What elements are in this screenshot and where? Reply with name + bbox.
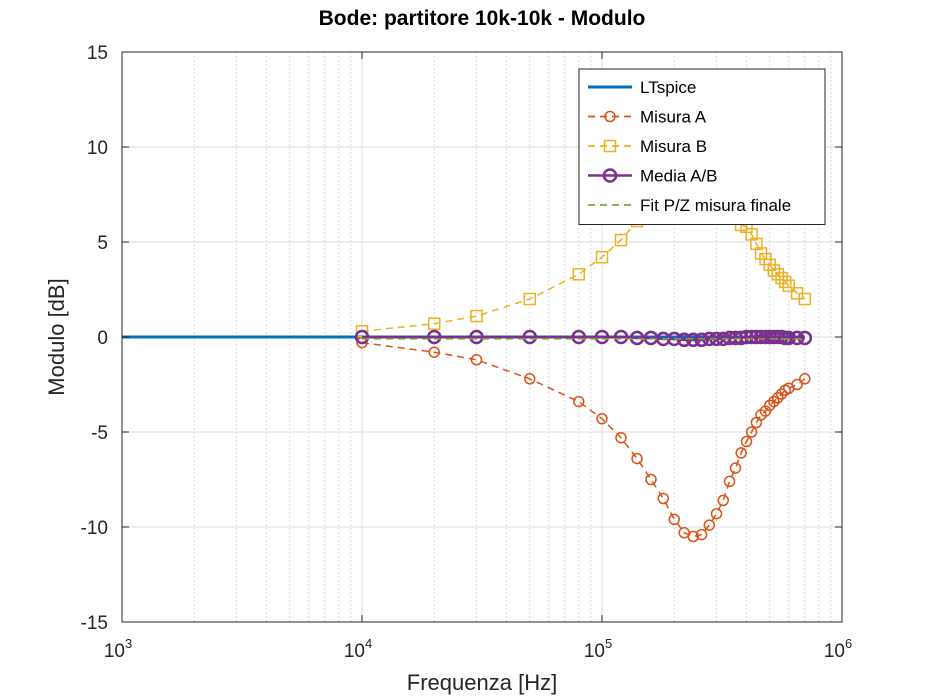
legend-label: Misura A (640, 108, 707, 127)
data-point (428, 346, 440, 358)
data-point (685, 332, 701, 348)
data-point (427, 317, 441, 330)
data-point (703, 519, 716, 531)
data-point (749, 329, 764, 345)
y-tick-label: 5 (97, 233, 108, 254)
data-point (572, 395, 585, 408)
data-point (522, 329, 538, 345)
legend-label: Misura B (640, 137, 707, 156)
axis-ticks: 103 104 105 106 -15 -10 -5 0 5 10 15 (81, 43, 853, 662)
legend-label: Fit P/Z misura finale (640, 196, 791, 215)
x-tick-label: 104 (344, 636, 372, 662)
data-point (687, 530, 700, 543)
x-axis-label: Frequenza [Hz] (407, 670, 557, 695)
data-point (571, 329, 587, 345)
data-point (613, 329, 629, 345)
y-tick-label: 15 (87, 43, 108, 64)
data-point (470, 309, 483, 323)
data-point (798, 292, 812, 306)
data-point (750, 237, 763, 251)
legend-label: Media A/B (640, 167, 718, 186)
data-point (789, 330, 805, 346)
data-point (764, 399, 776, 412)
data-point (767, 264, 781, 277)
data-point (744, 329, 759, 345)
legend-marker (602, 168, 618, 183)
data-point (768, 395, 780, 408)
data-point (745, 426, 758, 438)
data-point (740, 435, 753, 448)
series-misura-a (356, 336, 811, 543)
legend: LTspice Misura A Misura B Media A/B Fit P/Z … (578, 68, 826, 225)
data-point (524, 373, 536, 385)
data-point (733, 330, 749, 346)
data-point (739, 329, 754, 345)
data-point (594, 329, 610, 345)
x-tick-label: 105 (584, 636, 612, 662)
legend-marker (603, 139, 617, 153)
data-point (596, 412, 608, 425)
data-point (775, 271, 788, 285)
data-point (735, 447, 747, 459)
data-point (676, 332, 692, 348)
y-tick-label: -10 (81, 518, 108, 539)
data-point (614, 233, 628, 247)
data-point (723, 475, 736, 488)
data-point (629, 330, 645, 346)
data-point (778, 275, 792, 289)
data-point (470, 354, 483, 366)
data-point (668, 513, 680, 526)
data-point (615, 431, 627, 444)
chart-title: Bode: partitore 10k-10k - Modulo (319, 7, 646, 30)
legend-marker (604, 110, 616, 123)
data-point (572, 268, 585, 281)
data-point (781, 330, 797, 346)
data-point (782, 279, 796, 292)
data-point (523, 292, 537, 306)
data-point (772, 392, 784, 404)
data-point (631, 452, 643, 465)
legend-label: LTspice (640, 78, 696, 97)
y-tick-label: 10 (87, 138, 108, 159)
data-point (595, 250, 609, 264)
data-point (469, 329, 484, 345)
data-point (426, 329, 442, 345)
data-point (771, 268, 785, 281)
x-tick-label: 103 (104, 636, 132, 662)
y-tick-label: 0 (97, 328, 108, 349)
series-layer (122, 135, 813, 543)
series-line (361, 341, 806, 538)
data-point (694, 332, 709, 348)
data-point (775, 388, 788, 400)
data-point (791, 378, 803, 391)
x-tick-label: 106 (824, 636, 852, 662)
y-axis-label: Modulo [dB] (44, 278, 69, 395)
y-tick-label: -5 (91, 423, 108, 444)
data-point (797, 330, 813, 346)
data-point (710, 507, 723, 520)
data-point (657, 492, 670, 505)
y-tick-label: -15 (81, 613, 108, 634)
data-point (799, 373, 811, 385)
legend-box (578, 68, 826, 225)
data-point (695, 528, 708, 541)
data-point (729, 462, 742, 474)
data-point (354, 329, 370, 345)
data-point (717, 494, 729, 507)
data-point (645, 473, 657, 486)
